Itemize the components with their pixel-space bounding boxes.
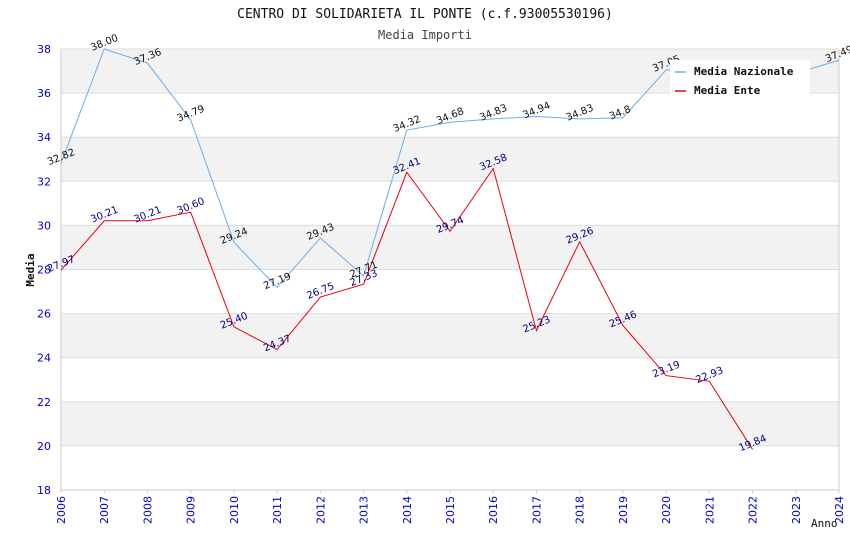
grid-band — [61, 313, 839, 358]
grid-band — [61, 445, 839, 490]
y-axis-label: Media — [24, 253, 37, 286]
y-tick-label: 22 — [37, 396, 51, 409]
x-tick-label: 2016 — [487, 496, 500, 524]
legend-box — [670, 60, 810, 98]
legend: Media Nazionale Media Ente — [670, 60, 810, 98]
x-tick-label: 2019 — [617, 496, 630, 524]
grid-band — [61, 137, 839, 182]
legend-label-ente: Media Ente — [694, 84, 761, 97]
x-tick-label: 2021 — [703, 496, 716, 524]
x-tick-label: 2018 — [574, 496, 587, 524]
x-tick-label: 2008 — [141, 496, 154, 524]
x-tick-label: 2006 — [55, 496, 68, 524]
x-tick-label: 2013 — [358, 496, 371, 524]
grid-band — [61, 269, 839, 314]
y-tick-label: 28 — [37, 264, 51, 277]
x-tick-label: 2010 — [228, 496, 241, 524]
x-tick-label: 2007 — [98, 496, 111, 524]
grid-band — [61, 401, 839, 446]
chart-title: CENTRO DI SOLIDARIETA IL PONTE (c.f.9300… — [237, 7, 613, 22]
grid-band — [61, 357, 839, 402]
x-tick-label: 2024 — [833, 496, 846, 524]
y-tick-label: 20 — [37, 440, 51, 453]
y-tick-label: 18 — [37, 484, 51, 497]
y-axis-ticks: 18 20 22 24 26 28 30 32 34 36 38 — [37, 43, 51, 497]
y-tick-label: 24 — [37, 352, 51, 365]
x-tick-label: 2015 — [444, 496, 457, 524]
y-tick-label: 36 — [37, 87, 51, 100]
y-tick-label: 26 — [37, 308, 51, 321]
x-axis-label: Anno — [811, 517, 838, 530]
grid-band — [61, 93, 839, 138]
series-line-1 — [60, 167, 753, 450]
x-tick-label: 2020 — [660, 496, 673, 524]
x-tick-label: 2012 — [314, 496, 327, 524]
x-tick-label: 2023 — [790, 496, 803, 524]
x-tick-label: 2022 — [747, 496, 760, 524]
y-tick-label: 38 — [37, 43, 51, 56]
x-tick-label: 2014 — [401, 496, 414, 524]
x-tick-label: 2009 — [185, 496, 198, 524]
y-tick-label: 32 — [37, 175, 51, 188]
chart-subtitle: Media Importi — [378, 28, 472, 42]
x-tick-label: 2017 — [530, 496, 543, 524]
y-tick-label: 30 — [37, 219, 51, 232]
y-tick-label: 34 — [37, 131, 51, 144]
grid-band — [61, 181, 839, 226]
grid-band — [61, 225, 839, 270]
x-axis-ticks: 2006 2007 2008 2009 2010 2011 2012 2013 2014 2015… — [55, 490, 846, 524]
legend-label-nazionale: Media Nazionale — [694, 65, 794, 78]
x-tick-label: 2011 — [271, 496, 284, 524]
grid-bands — [61, 49, 839, 490]
